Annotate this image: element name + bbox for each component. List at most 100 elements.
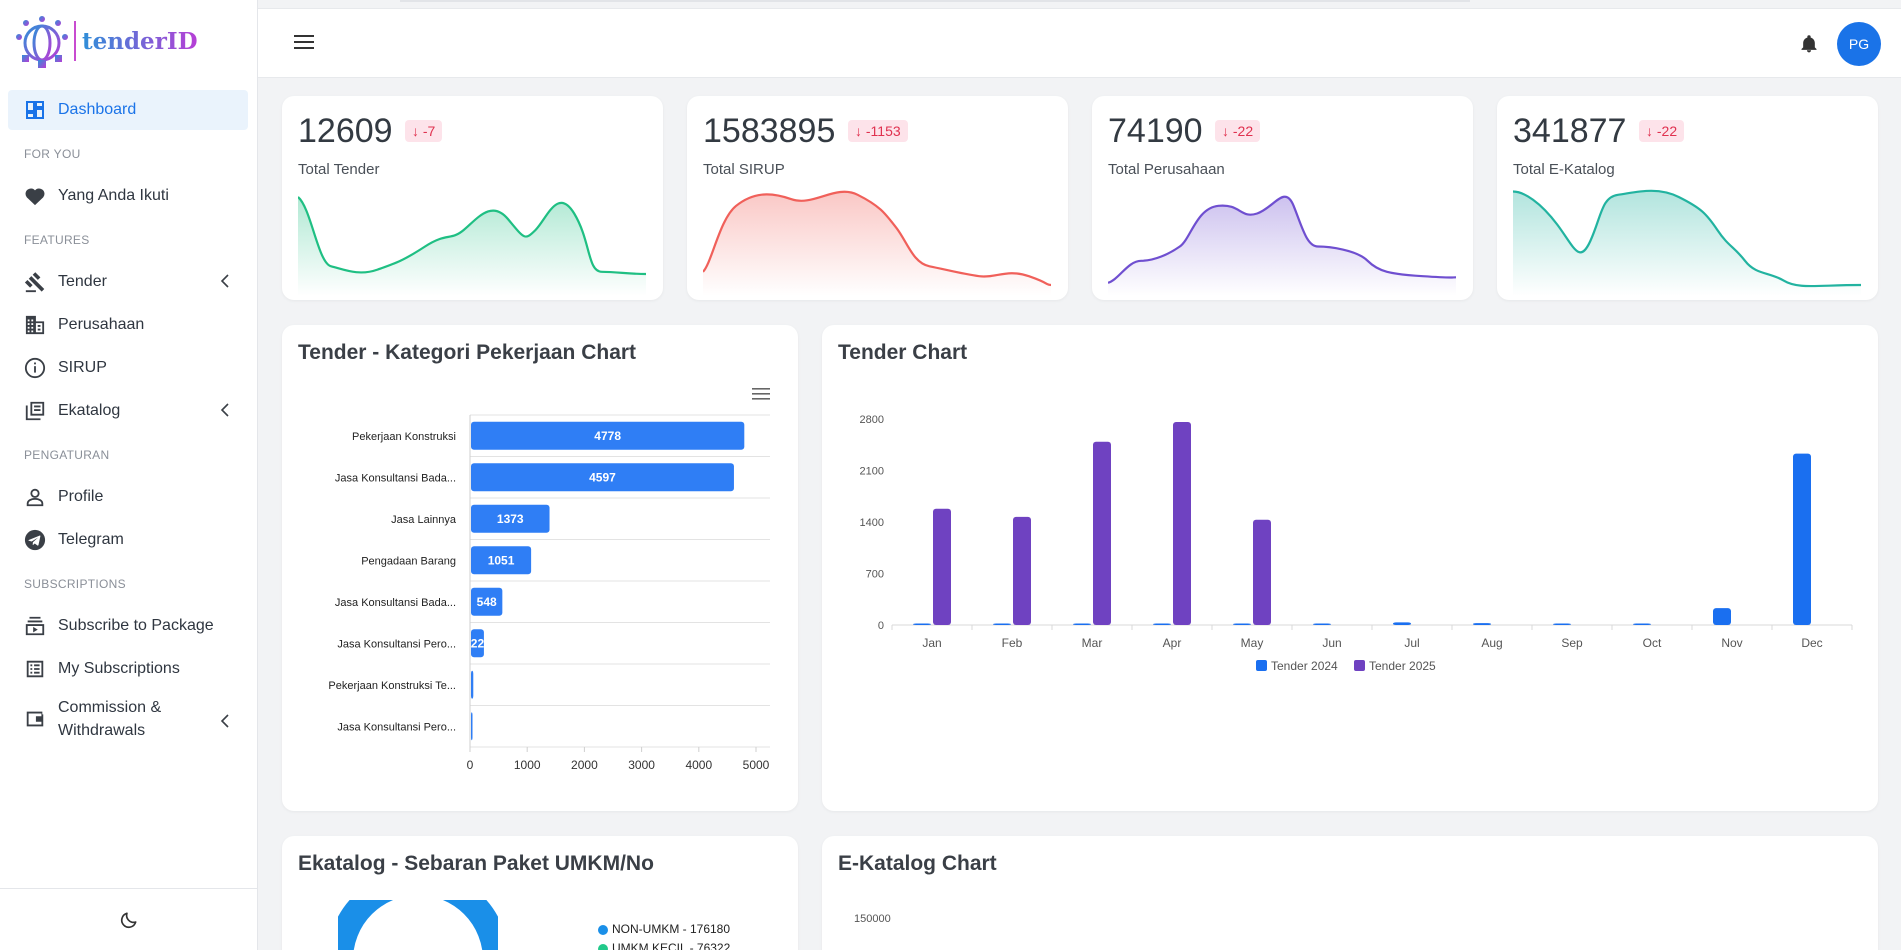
- category-label: Jasa Konsultansi Bada...: [335, 472, 456, 484]
- stat-label: Total SIRUP: [703, 161, 785, 178]
- sidebar-item-profile[interactable]: Profile: [8, 477, 248, 517]
- arrow-down-icon: ↓: [412, 123, 423, 139]
- chevron-left-icon[interactable]: [220, 712, 230, 735]
- x-tick-label: Jan: [922, 636, 941, 650]
- sidebar-section-label: SUBSCRIPTIONS: [24, 577, 126, 591]
- bar: [471, 712, 473, 741]
- sidebar-item-label: Subscribe to Package: [58, 617, 214, 634]
- legend-label: NON-UMKM - 176180: [612, 922, 731, 936]
- category-label: Pekerjaan Konstruksi: [352, 431, 456, 443]
- kategori-chart-title: Tender - Kategori Pekerjaan Chart: [298, 341, 637, 364]
- sidebar-item-commission-withdrawals[interactable]: Commission & Withdrawals: [8, 692, 248, 746]
- legend-item[interactable]: UMKM KECIL - 76322: [598, 939, 730, 950]
- tender-chart-card: Tender Chart 2800 2100 1400 700 0 Jan Feb Mar Ap…: [822, 325, 1878, 811]
- sidebar-item-label: My Subscriptions: [58, 660, 180, 677]
- menu-toggle-icon[interactable]: [294, 34, 314, 50]
- x-tick-label: 5000: [743, 758, 770, 772]
- stat-value: 74190: [1108, 112, 1203, 150]
- bar-data-label: 4778: [594, 429, 621, 443]
- sidebar-item-subscribe-to-package[interactable]: Subscribe to Package: [8, 606, 248, 646]
- x-tick-label: Sep: [1561, 636, 1583, 650]
- sidebar-item-dashboard[interactable]: Dashboard: [8, 90, 248, 130]
- sidebar: tenderID Dashboard FOR YOU Yang Anda Ikuti…: [0, 0, 258, 950]
- stat-card[interactable]: 1583895 ↓ -1153 Total SIRUP: [687, 96, 1068, 300]
- sidebar-item-sirup[interactable]: SIRUP: [8, 348, 248, 388]
- sparkline-line: [298, 196, 646, 276]
- stat-sparkline: [298, 196, 646, 296]
- bar: [471, 463, 734, 492]
- sidebar-item-label: Yang Anda Ikuti: [58, 187, 169, 204]
- bar-tender-2024: [1793, 453, 1811, 625]
- sidebar-item-label: Commission & Withdrawals: [58, 699, 162, 739]
- y-tick-label: 2100: [860, 466, 884, 478]
- stat-label: Total E-Katalog: [1513, 161, 1615, 178]
- legend-dot: [598, 943, 608, 950]
- stat-sparkline: [1108, 195, 1456, 296]
- sidebar-item-tender[interactable]: Tender: [8, 262, 248, 302]
- sparkline-line: [703, 190, 1051, 287]
- top-progress-line: [400, 0, 1470, 2]
- x-tick-label: Mar: [1082, 636, 1103, 650]
- sidebar-item-ekatalog[interactable]: Ekatalog: [8, 391, 248, 431]
- y-tick-label: 1400: [860, 517, 884, 529]
- bar: [471, 421, 745, 450]
- dark-mode-moon-icon[interactable]: [119, 910, 139, 930]
- stat-card[interactable]: 74190 ↓ -22 Total Perusahaan: [1092, 96, 1473, 300]
- tender-chart-title: Tender Chart: [838, 341, 968, 364]
- sidebar-item-label: Profile: [58, 488, 104, 505]
- building-icon: [24, 314, 46, 336]
- chart-menu-icon[interactable]: [752, 387, 770, 401]
- sparkline-area: [1108, 196, 1456, 296]
- bar: [471, 504, 550, 533]
- sidebar-item-yang-anda-ikuti[interactable]: Yang Anda Ikuti: [8, 176, 248, 216]
- x-tick-label: Jul: [1404, 636, 1419, 650]
- sparkline-area: [1513, 190, 1861, 296]
- legend-dot: [598, 924, 608, 935]
- sidebar-item-label: Tender: [58, 273, 107, 290]
- sparkline-line: [1513, 189, 1861, 288]
- stat-delta-badge: ↓ -7: [405, 120, 443, 142]
- sidebar-item-telegram[interactable]: Telegram: [8, 520, 248, 560]
- stat-delta-badge: ↓ -22: [1215, 120, 1261, 142]
- umkm-legend: NON-UMKM - 176180 UMKM KECIL - 76322: [598, 920, 730, 950]
- x-tick-label: 2000: [571, 758, 598, 772]
- bar: [471, 587, 503, 616]
- tender-bar-chart: 2800 2100 1400 700 0 Jan Feb Mar Apr May Jun Jul Aug…: [860, 414, 1853, 673]
- sidebar-item-my-subscriptions[interactable]: My Subscriptions: [8, 649, 248, 689]
- bar: [471, 670, 474, 699]
- heart-icon: [24, 185, 46, 207]
- bar-data-label: 1051: [488, 553, 515, 567]
- stat-card[interactable]: 12609 ↓ -7 Total Tender: [282, 96, 663, 300]
- chevron-left-icon[interactable]: [220, 274, 230, 293]
- gavel-icon: [24, 271, 46, 293]
- chevron-left-icon[interactable]: [220, 403, 230, 422]
- stat-card[interactable]: 341877 ↓ -22 Total E-Katalog: [1497, 96, 1878, 300]
- legend-item[interactable]: NON-UMKM - 176180: [598, 920, 730, 939]
- sidebar-section-label: FEATURES: [24, 233, 90, 247]
- wallet-icon: [24, 708, 46, 730]
- x-tick-label: Apr: [1163, 636, 1182, 650]
- brand-logo[interactable]: tenderID: [14, 12, 198, 70]
- sidebar-item-label: Dashboard: [58, 101, 137, 118]
- user-avatar[interactable]: PG: [1837, 22, 1881, 66]
- legend-marker: [1354, 660, 1365, 671]
- dashboard-icon: [24, 99, 46, 121]
- stat-value: 12609: [298, 112, 393, 150]
- bar-tender-2024: [1233, 623, 1251, 625]
- x-tick-label: 1000: [514, 758, 541, 772]
- stat-value: 1583895: [703, 112, 836, 150]
- bar-tender-2024: [1393, 622, 1411, 625]
- notification-bell-icon[interactable]: [1799, 33, 1819, 55]
- brand-name: tenderID: [82, 27, 198, 55]
- x-tick-label: 0: [467, 758, 474, 772]
- x-tick-label: Nov: [1721, 636, 1742, 650]
- sidebar-item-perusahaan[interactable]: Perusahaan: [8, 305, 248, 345]
- bar-tender-2025: [1013, 516, 1031, 625]
- x-tick-label: May: [1241, 636, 1264, 650]
- bar-tender-2024: [1073, 623, 1091, 625]
- sidebar-item-label: Telegram: [58, 531, 124, 548]
- logo-divider: [74, 21, 76, 61]
- bar-tender-2024: [1633, 623, 1651, 625]
- legend-label: Tender 2024: [1271, 659, 1338, 673]
- stat-delta-value: -22: [1656, 123, 1678, 139]
